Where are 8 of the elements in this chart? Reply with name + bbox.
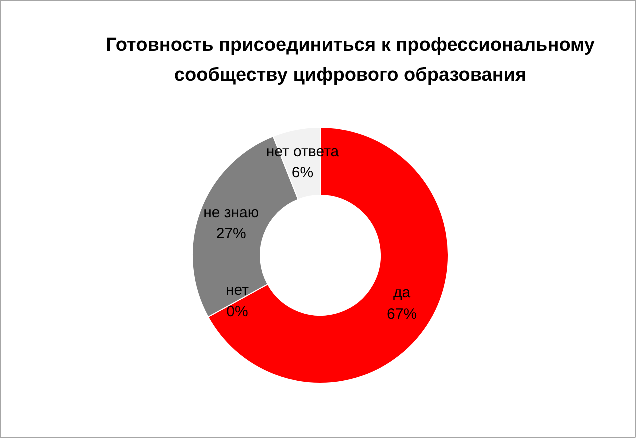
slice-label: да	[393, 284, 412, 302]
chart-title: Готовность присоединиться к профессиональному сообществу цифрового образования	[106, 35, 596, 86]
data-label: 6%	[292, 164, 314, 182]
category-label: нет	[226, 282, 249, 300]
text: 0%	[226, 303, 248, 320]
data-label: 27%	[216, 226, 246, 243]
slice-label: не знаю	[204, 204, 260, 222]
data-label: 67%	[387, 306, 418, 323]
